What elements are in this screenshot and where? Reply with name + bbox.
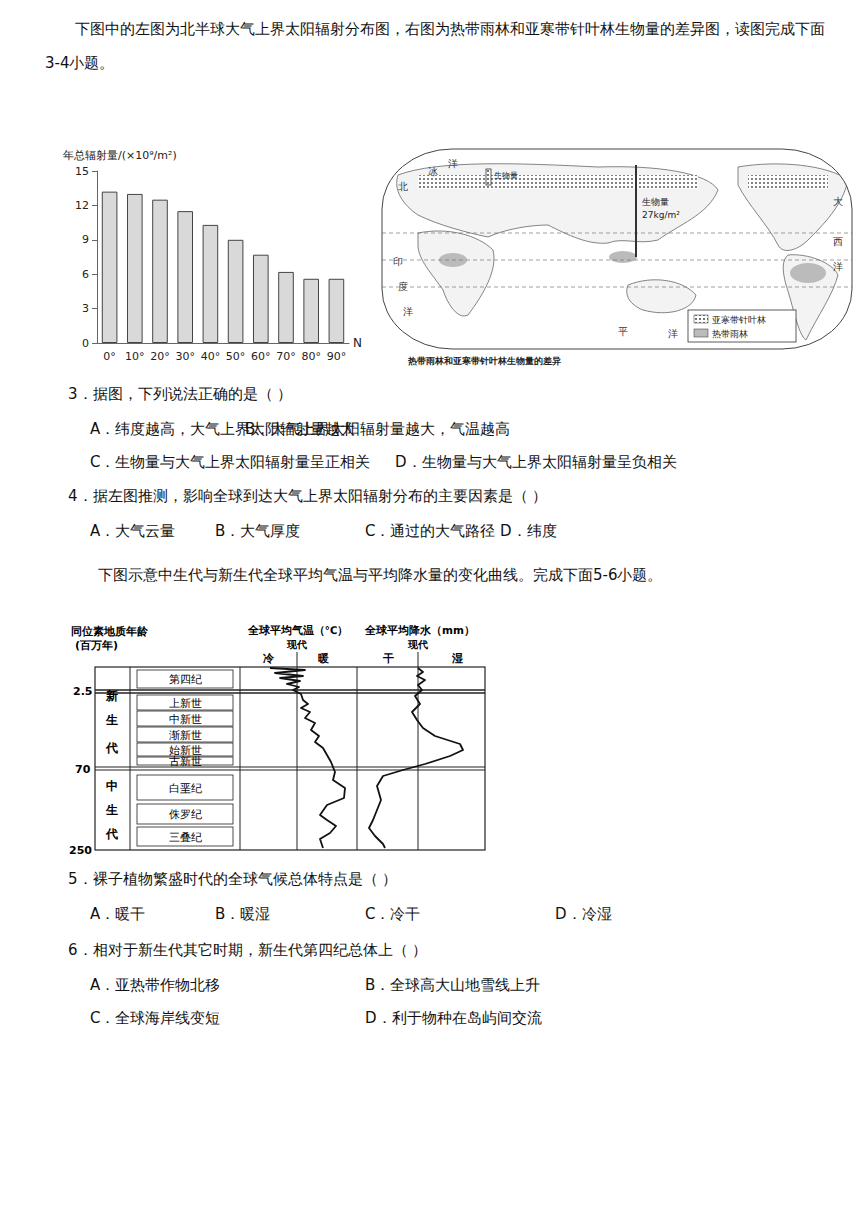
html-text:D．生物量与大气上界太阳辐射量呈负相关: D．生物量与大气上界太阳辐射量呈负相关 — [395, 453, 677, 471]
svg-text:60°: 60° — [251, 350, 270, 363]
svg-text:全球平均降水（mm）: 全球平均降水（mm） — [364, 624, 475, 637]
svg-text:始新世: 始新世 — [169, 744, 202, 756]
html-text:C．全球海岸线变短: C．全球海岸线变短 — [90, 1009, 221, 1027]
svg-text:代: 代 — [105, 827, 118, 841]
html-text:A．暖干: A．暖干 — [90, 905, 146, 923]
html-text:A．纬度越高，大气上界太阳辐射量越大: A．纬度越高，大气上界太阳辐射量越大 — [90, 420, 356, 438]
svg-text:平: 平 — [618, 326, 628, 337]
svg-text:渐新世: 渐新世 — [169, 729, 202, 741]
svg-text:27kg/m²: 27kg/m² — [642, 210, 680, 220]
svg-text:3: 3 — [82, 302, 89, 315]
svg-text:新: 新 — [105, 689, 118, 703]
svg-text:上新世: 上新世 — [169, 697, 202, 709]
svg-text:洋: 洋 — [448, 158, 458, 169]
html-text:B．大气上界太阳辐射量越大，气温越高: B．大气上界太阳辐射量越大，气温越高 — [245, 420, 511, 438]
svg-text:70: 70 — [75, 763, 91, 776]
svg-text:30°: 30° — [175, 350, 195, 363]
html-text:A．大气云量: A．大气云量 — [90, 522, 176, 540]
svg-text:白垩纪: 白垩纪 — [169, 782, 202, 794]
html-text:B．大气厚度: B．大气厚度 — [215, 522, 301, 540]
svg-text:年总辐射量/(×10⁹/m²): 年总辐射量/(×10⁹/m²) — [63, 149, 177, 162]
svg-text:侏罗纪: 侏罗纪 — [169, 808, 202, 820]
svg-text:洋: 洋 — [833, 261, 843, 272]
svg-text:现代: 现代 — [286, 639, 307, 650]
svg-text:生: 生 — [105, 803, 118, 817]
html-text:A．亚热带作物北移: A．亚热带作物北移 — [90, 976, 221, 994]
svg-text:冷: 冷 — [263, 652, 275, 664]
svg-text:80°: 80° — [301, 350, 321, 363]
svg-text:同位素地质年龄: 同位素地质年龄 — [71, 625, 149, 638]
html-text:3．据图，下列说法正确的是（ ）: 3．据图，下列说法正确的是（ ） — [68, 385, 293, 403]
html-text:B．全球高大山地雪线上升: B．全球高大山地雪线上升 — [365, 976, 541, 994]
html-text:C．冷干: C．冷干 — [365, 905, 421, 923]
svg-text:中新世: 中新世 — [169, 713, 202, 725]
svg-text:三叠纪: 三叠纪 — [169, 831, 202, 843]
svg-text:度: 度 — [398, 281, 408, 292]
svg-text:古新世: 古新世 — [169, 755, 202, 767]
svg-text:15: 15 — [75, 165, 89, 178]
svg-text:(百万年): (百万年) — [75, 639, 118, 652]
svg-text:250: 250 — [69, 844, 92, 857]
html-text:D．利于物种在岛屿间交流: D．利于物种在岛屿间交流 — [365, 1009, 542, 1027]
svg-text:干: 干 — [382, 652, 394, 664]
svg-text:暖: 暖 — [318, 652, 329, 664]
svg-text:10°: 10° — [125, 350, 145, 363]
svg-text:中: 中 — [106, 779, 118, 793]
svg-text:0°: 0° — [103, 350, 116, 363]
svg-text:第四纪: 第四纪 — [169, 673, 202, 685]
svg-text:6: 6 — [82, 268, 89, 281]
svg-text:现代: 现代 — [407, 639, 428, 650]
html-text:5．裸子植物繁盛时代的全球气候总体特点是（ ）: 5．裸子植物繁盛时代的全球气候总体特点是（ ） — [68, 870, 398, 888]
svg-text:20°: 20° — [150, 350, 170, 363]
svg-text:2.5: 2.5 — [73, 685, 93, 698]
svg-text:生物量: 生物量 — [494, 171, 518, 180]
html-text:C．通过的大气路径 D．纬度: C．通过的大气路径 D．纬度 — [365, 522, 557, 540]
svg-text:12: 12 — [75, 199, 89, 212]
svg-text:印: 印 — [393, 256, 403, 267]
html-text:下图示意中生代与新生代全球平均气温与平均降水量的变化曲线。完: 下图示意中生代与新生代全球平均气温与平均降水量的变化曲线。完成下面5-6小题。 — [98, 566, 663, 584]
html-text:下图中的左图为北半球大气上界太阳辐射分布图，右图为热带雨林和: 下图中的左图为北半球大气上界太阳辐射分布图，右图为热带雨林和亚寒带针叶林生物量的… — [45, 20, 825, 72]
svg-text:代: 代 — [105, 741, 118, 755]
html-text:D．冷湿: D．冷湿 — [555, 905, 612, 923]
svg-text:0: 0 — [82, 337, 89, 350]
svg-text:70°: 70° — [276, 350, 296, 363]
svg-text:湿: 湿 — [451, 652, 463, 664]
svg-text:9: 9 — [82, 233, 89, 246]
html-text:B．暖湿: B．暖湿 — [215, 905, 271, 923]
svg-text:生: 生 — [105, 713, 118, 727]
svg-text:90°: 90° — [327, 350, 347, 363]
svg-text:生物量: 生物量 — [642, 197, 669, 207]
svg-text:全球平均气温（℃）: 全球平均气温（℃） — [247, 624, 349, 637]
svg-text:热带雨林和亚寒带针叶林生物量的差异: 热带雨林和亚寒带针叶林生物量的差异 — [407, 356, 561, 366]
svg-text:冰: 冰 — [428, 166, 438, 177]
svg-text:洋: 洋 — [403, 306, 413, 317]
svg-text:西: 西 — [833, 236, 843, 247]
html-text:C．生物量与大气上界太阳辐射量呈正相关: C．生物量与大气上界太阳辐射量呈正相关 — [90, 453, 371, 471]
svg-text:洋: 洋 — [668, 328, 678, 339]
svg-text:北: 北 — [398, 181, 408, 192]
svg-text:50°: 50° — [226, 350, 246, 363]
svg-text:40°: 40° — [201, 350, 221, 363]
svg-text:亚寒带针叶林: 亚寒带针叶林 — [712, 315, 766, 325]
html-text:4．据左图推测，影响全球到达大气上界太阳辐射分布的主要因素是: 4．据左图推测，影响全球到达大气上界太阳辐射分布的主要因素是（ ） — [68, 487, 548, 505]
svg-text:大: 大 — [833, 196, 843, 207]
svg-text:N: N — [353, 336, 362, 350]
html-text:6．相对于新生代其它时期，新生代第四纪总体上（ ）: 6．相对于新生代其它时期，新生代第四纪总体上（ ） — [68, 941, 428, 959]
svg-text:热带雨林: 热带雨林 — [712, 329, 748, 339]
